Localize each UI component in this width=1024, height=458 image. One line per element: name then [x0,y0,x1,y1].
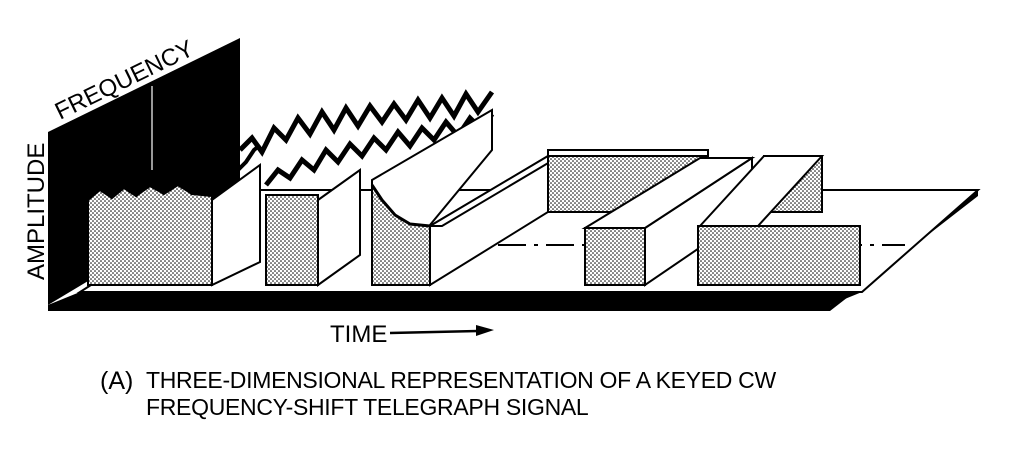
caption-line-2: FREQUENCY-SHIFT TELEGRAPH SIGNAL [146,394,589,420]
time-arrow-icon [389,325,494,336]
signal-block-5 [697,155,861,286]
signal-block-2 [265,168,361,287]
signal-block-3 [370,108,493,286]
time-axis-label: TIME [330,321,387,348]
amplitude-axis-label: AMPLITUDE [23,143,50,280]
caption-letter: (A) [100,367,134,395]
signal-block-1 [87,143,262,287]
signal-block-4 [581,156,756,287]
caption-line-1: THREE-DIMENSIONAL REPRESENTATION OF A KE… [146,367,776,393]
